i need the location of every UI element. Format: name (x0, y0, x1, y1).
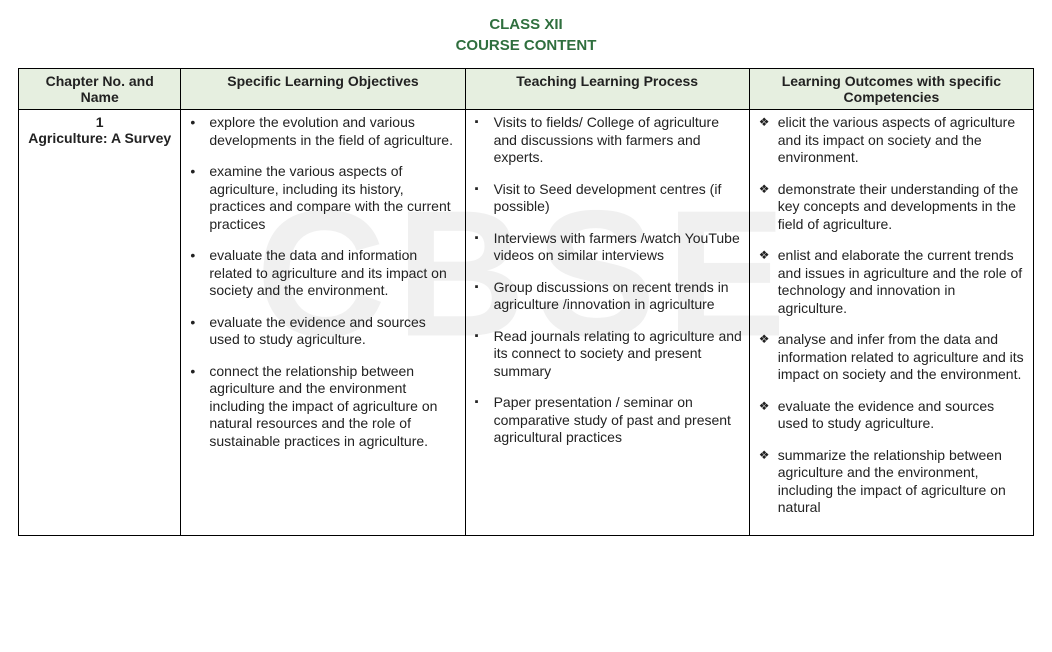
course-content-table: Chapter No. and Name Specific Learning O… (18, 68, 1034, 536)
list-item: Interviews with farmers /watch YouTube v… (490, 230, 743, 265)
list-item: evaluate the evidence and sources used t… (774, 398, 1027, 433)
list-item: Visits to fields/ College of agriculture… (490, 114, 743, 167)
col-header-process: Teaching Learning Process (465, 69, 749, 110)
outcomes-list: elicit the various aspects of agricultur… (756, 114, 1027, 517)
heading-course-content: COURSE CONTENT (18, 37, 1034, 54)
list-item: demonstrate their understanding of the k… (774, 181, 1027, 234)
list-item: enlist and elaborate the current trends … (774, 247, 1027, 317)
list-item: Visit to Seed development centres (if po… (490, 181, 743, 216)
cell-objectives: explore the evolution and various develo… (181, 110, 465, 536)
col-header-chapter: Chapter No. and Name (19, 69, 181, 110)
objectives-list: explore the evolution and various develo… (187, 114, 458, 450)
list-item: connect the relationship between agricul… (205, 363, 458, 451)
table-row: 1 Agriculture: A Survey explore the evol… (19, 110, 1034, 536)
heading-class: CLASS XII (18, 16, 1034, 33)
cell-chapter: 1 Agriculture: A Survey (19, 110, 181, 536)
list-item: evaluate the evidence and sources used t… (205, 314, 458, 349)
list-item: elicit the various aspects of agricultur… (774, 114, 1027, 167)
cell-outcomes: elicit the various aspects of agricultur… (749, 110, 1033, 536)
list-item: Read journals relating to agriculture an… (490, 328, 743, 381)
cell-process: Visits to fields/ College of agriculture… (465, 110, 749, 536)
list-item: explore the evolution and various develo… (205, 114, 458, 149)
list-item: summarize the relationship between agric… (774, 447, 1027, 517)
list-item: analyse and infer from the data and info… (774, 331, 1027, 384)
list-item: examine the various aspects of agricultu… (205, 163, 458, 233)
list-item: Group discussions on recent trends in ag… (490, 279, 743, 314)
list-item: evaluate the data and information relate… (205, 247, 458, 300)
process-list: Visits to fields/ College of agriculture… (472, 114, 743, 447)
col-header-objectives: Specific Learning Objectives (181, 69, 465, 110)
col-header-outcomes: Learning Outcomes with specific Competen… (749, 69, 1033, 110)
chapter-number: 1 (25, 114, 174, 130)
list-item: Paper presentation / seminar on comparat… (490, 394, 743, 447)
chapter-name: Agriculture: A Survey (25, 130, 174, 146)
table-header-row: Chapter No. and Name Specific Learning O… (19, 69, 1034, 110)
